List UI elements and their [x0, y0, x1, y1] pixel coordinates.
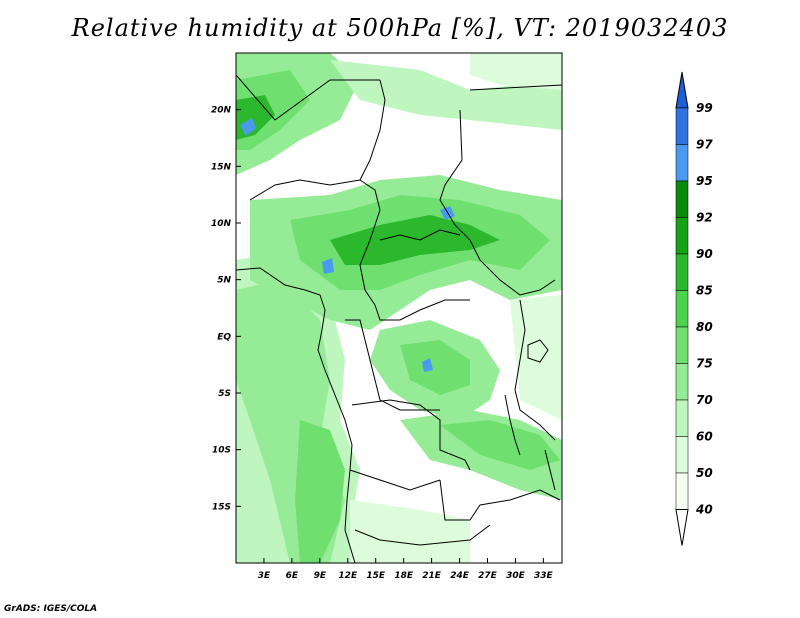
grads-credit: GrADS: IGES/COLA — [4, 604, 98, 614]
colorbar-label: 97 — [696, 138, 713, 152]
border-south-1 — [351, 399, 471, 471]
colorbar-segment — [675, 363, 689, 401]
lon-tick-label: 33E — [534, 571, 554, 581]
colorbar-segment — [675, 326, 689, 364]
colorbar-label: 70 — [696, 393, 713, 407]
humidity-region-south — [350, 500, 470, 563]
lat-tick-label: 15S — [212, 502, 231, 512]
colorbar-label: 80 — [696, 320, 713, 334]
lat-tick-label: 5S — [218, 389, 231, 399]
colorbar-segment — [675, 144, 689, 182]
colorbar: 99 97 95 92 90 85 80 75 70 60 50 40 — [675, 71, 713, 546]
lat-tick-label: 5N — [217, 276, 231, 286]
colorbar-label: 60 — [696, 430, 713, 444]
border-congo — [345, 319, 440, 411]
lon-tick-label: 18E — [394, 571, 414, 581]
colorbar-label: 90 — [696, 247, 713, 261]
border-north-2 — [359, 79, 386, 211]
colorbar-label: 92 — [696, 211, 713, 225]
lake-tanganyika — [504, 394, 521, 456]
colorbar-label: 85 — [696, 284, 713, 298]
colorbar-segment — [675, 253, 689, 291]
lon-tick-label: 21E — [422, 571, 442, 581]
humidity-max-northwest — [240, 118, 256, 136]
border-north-1 — [236, 74, 380, 121]
humidity-region-congo-inner — [400, 340, 470, 395]
lake-malawi — [544, 449, 556, 491]
humidity-max-central-1 — [322, 258, 334, 274]
country-borders — [236, 74, 562, 563]
lat-tick-label: 15N — [211, 162, 232, 172]
colorbar-segment — [675, 290, 689, 328]
humidity-region-northeast — [470, 53, 562, 90]
border-southern — [354, 524, 491, 546]
lon-tick-label: 9E — [314, 571, 327, 581]
map-frame — [235, 52, 563, 564]
border-south-3 — [349, 469, 441, 491]
colorbar-label: 75 — [696, 357, 713, 371]
border-central-1 — [359, 209, 381, 306]
colorbar-segment — [675, 399, 689, 437]
lon-tick-label: 12E — [338, 571, 358, 581]
map-title: Relative humidity at 500hPa [%], VT: 201… — [71, 14, 729, 42]
lon-tick-label: 30E — [506, 571, 526, 581]
humidity-region-east-light — [510, 295, 562, 420]
colorbar-bottom-arrow — [675, 509, 689, 546]
colorbar-segment — [675, 472, 689, 510]
lat-tick-label: EQ — [217, 332, 231, 342]
humidity-region-southwest — [295, 420, 345, 563]
lon-tick-label: 3E — [258, 571, 271, 581]
lon-tick-label: 15E — [366, 571, 386, 581]
border-central-2 — [379, 229, 461, 241]
humidity-region-north-band — [330, 60, 562, 130]
colorbar-segment — [675, 436, 689, 474]
lake-victoria — [527, 339, 549, 363]
coastline-west-africa — [236, 267, 356, 563]
colorbar-label: 95 — [696, 174, 713, 188]
lat-tick-label: 10N — [211, 219, 232, 229]
humidity-region-southeast-inner — [440, 420, 560, 470]
colorbar-segment — [675, 180, 689, 218]
border-central-3 — [469, 239, 556, 296]
lat-tick-label: 10S — [212, 446, 231, 456]
border-central-4 — [374, 299, 470, 321]
lat-tick-label: 20N — [211, 106, 232, 116]
colorbar-segment — [675, 107, 689, 145]
border-east — [514, 299, 556, 441]
colorbar-top-arrow — [675, 71, 689, 109]
border-north-4 — [469, 84, 562, 91]
colorbar-label: 99 — [696, 101, 713, 115]
colorbar-segment — [675, 217, 689, 255]
lon-tick-label: 24E — [450, 571, 470, 581]
lon-tick-label: 27E — [478, 571, 498, 581]
border-south-2 — [439, 479, 561, 521]
border-north-3 — [439, 109, 471, 241]
axis-ticks: 3E 6E 9E 12E 15E 18E 21E 24E 27E 30E 33E 20N 15N 10N 5… — [211, 106, 554, 581]
lon-tick-label: 6E — [286, 571, 299, 581]
humidity-max-congo — [422, 358, 433, 372]
border-sahel — [249, 179, 361, 201]
colorbar-label: 50 — [696, 466, 713, 480]
colorbar-label: 40 — [695, 503, 713, 517]
